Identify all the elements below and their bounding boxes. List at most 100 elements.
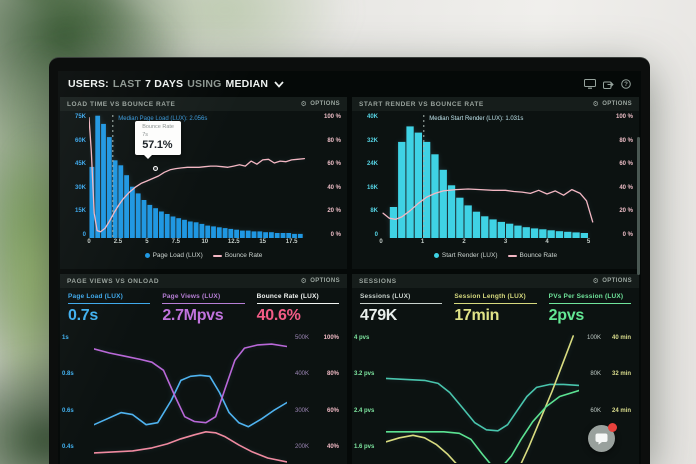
chat-bubble-icon bbox=[595, 433, 608, 445]
y-axis-left: 1s 0.8s 0.6s 0.4s bbox=[62, 330, 94, 463]
axis-tick-label: 0 bbox=[82, 231, 86, 238]
x-axis-tick: 17.5 bbox=[285, 239, 298, 245]
axis-tick-label: 4 pvs bbox=[354, 335, 370, 341]
y-axis-right: 100 % 80 % 60 % 40 % 20 % 0 % bbox=[601, 114, 633, 238]
legend-label: Bounce Rate bbox=[224, 252, 263, 259]
axis-tick-label: 100 % bbox=[323, 114, 341, 120]
gear-icon: ⚙ bbox=[592, 277, 600, 285]
metric-value: 0.7s bbox=[68, 307, 98, 324]
scrollbar[interactable] bbox=[637, 137, 640, 275]
axis-tick-label: 60 % bbox=[327, 161, 341, 168]
metric-value: 17min bbox=[454, 307, 500, 324]
axis-tick-label: 0.6s bbox=[62, 407, 74, 414]
metrics-row: Sessions (LUX) 479K Session Length (LUX)… bbox=[352, 288, 639, 328]
axis-tick-label: 8K bbox=[370, 208, 378, 215]
metric-label: Sessions (LUX) bbox=[360, 293, 443, 304]
users-label: USERS: bbox=[68, 78, 109, 90]
using-label: USING bbox=[187, 78, 222, 90]
x-axis-tick: 4 bbox=[545, 239, 549, 245]
y-axis-right: 100 % 80 % 60 % 40 % 20 % 0 % bbox=[309, 114, 341, 238]
x-axis-tick: 12.5 bbox=[227, 239, 240, 245]
axis-tick-label: 40 % bbox=[619, 184, 633, 191]
days-label: 7 DAYS bbox=[145, 78, 184, 90]
options-button[interactable]: ⚙ OPTIONS bbox=[593, 101, 633, 108]
options-button[interactable]: ⚙ OPTIONS bbox=[301, 101, 341, 108]
axis-tick-label: 2.4 pvs bbox=[354, 407, 375, 414]
start-render-chart[interactable]: Median Start Render (LUX): 1.031s bbox=[381, 114, 601, 238]
axis-tick-label: 0.4s bbox=[62, 443, 74, 450]
metric-page-views[interactable]: Page Views (LUX) 2.7Mpvs bbox=[156, 293, 250, 325]
x-axis-tick: 1 bbox=[420, 239, 425, 245]
legend-start-render[interactable]: Start Render (LUX) bbox=[433, 252, 498, 259]
tooltip-marker-dot bbox=[152, 166, 158, 172]
axis-tick-row: 300K 60% bbox=[294, 407, 339, 414]
metric-page-load[interactable]: Page Load (LUX) 0.7s bbox=[62, 293, 156, 325]
axis-tick-label: 1.6 pvs bbox=[354, 443, 375, 450]
panel-title: LOAD TIME VS BOUNCE RATE bbox=[67, 100, 176, 108]
axis-tick-label: 40 % bbox=[327, 184, 341, 191]
toolbar: ? bbox=[584, 79, 631, 89]
panel-sessions: SESSIONS ⚙ OPTIONS Sessions (LUX) 479K S… bbox=[352, 274, 639, 464]
axis-tick-label: 80 % bbox=[327, 137, 341, 144]
laptop-screen: USERS: LAST 7 DAYS USING MEDIAN ? bbox=[49, 57, 650, 464]
legend-label: Start Render (LUX) bbox=[441, 252, 498, 259]
x-axis: 0 2.5 5 7.5 10 12.5 15 17.5 bbox=[87, 239, 309, 249]
gear-icon: ⚙ bbox=[300, 277, 308, 285]
page-views-chart[interactable] bbox=[94, 330, 287, 463]
axis-tick-label: 20 % bbox=[619, 208, 633, 215]
legend-label: Page Load (LUX) bbox=[152, 252, 203, 259]
bounce-rate-tooltip: Bounce Rate 7s 57.1% bbox=[135, 121, 181, 160]
axis-tick-label: 16K bbox=[366, 184, 378, 191]
load-time-chart[interactable]: Median Page Load (LUX): 2.056s Bounce Ra… bbox=[89, 114, 309, 238]
help-icon[interactable]: ? bbox=[621, 79, 631, 89]
x-axis-tick: 2.5 bbox=[113, 239, 123, 245]
x-axis-tick: 7.5 bbox=[171, 239, 180, 245]
share-icon[interactable] bbox=[603, 79, 614, 89]
chart-area: 75K 60K 45K 30K 15K 0 Median Page Load (LUX):… bbox=[60, 111, 347, 269]
legend-dot-icon bbox=[144, 253, 150, 258]
metric-bounce-rate[interactable]: Bounce Rate (LUX) 40.6% bbox=[251, 293, 345, 325]
y-axis-left: 40K 32K 24K 16K 8K 0 bbox=[358, 114, 381, 238]
axis-tick-row: 80K 32 min bbox=[590, 371, 631, 378]
legend-bounce-rate[interactable]: Bounce Rate bbox=[212, 252, 263, 259]
options-button[interactable]: ⚙ OPTIONS bbox=[593, 278, 633, 285]
panel-title: SESSIONS bbox=[359, 277, 397, 285]
tooltip-x-value: 7s bbox=[142, 131, 148, 138]
axis-tick-label: 3.2 pvs bbox=[354, 371, 375, 378]
axis-tick-row: 60K 24 min bbox=[590, 407, 631, 414]
axis-tick-label: 40K bbox=[366, 114, 378, 120]
x-axis-tick: 5 bbox=[145, 239, 149, 245]
histogram-bars bbox=[89, 115, 303, 238]
metric-sessions[interactable]: Sessions (LUX) 479K bbox=[354, 293, 448, 325]
sessions-chart[interactable] bbox=[386, 330, 579, 463]
analytics-dashboard: USERS: LAST 7 DAYS USING MEDIAN ? bbox=[58, 71, 641, 464]
panel-title: START RENDER VS BOUNCE RATE bbox=[359, 100, 484, 108]
y-axis-left: 75K 60K 45K 30K 15K 0 bbox=[66, 114, 89, 238]
users-filter-dropdown[interactable]: USERS: LAST 7 DAYS USING MEDIAN bbox=[68, 78, 284, 90]
axis-tick-label: 0.8s bbox=[62, 371, 74, 378]
chart-canvas bbox=[94, 343, 287, 463]
axis-tick-label: 0 % bbox=[622, 231, 633, 238]
axis-tick-label: 32K bbox=[366, 137, 378, 144]
options-label: OPTIONS bbox=[310, 101, 340, 107]
metric-session-length[interactable]: Session Length (LUX) 17min bbox=[448, 293, 542, 325]
options-label: OPTIONS bbox=[602, 101, 632, 107]
legend-page-load[interactable]: Page Load (LUX) bbox=[144, 252, 203, 259]
axis-tick-label: 80 % bbox=[619, 137, 633, 144]
panel-header: LOAD TIME VS BOUNCE RATE ⚙ OPTIONS bbox=[60, 97, 347, 111]
legend-bounce-rate[interactable]: Bounce Rate bbox=[507, 252, 557, 259]
x-axis-tick: 0 bbox=[379, 239, 383, 245]
metric-pvs-per-session[interactable]: PVs Per Session (LUX) 2pvs bbox=[543, 293, 637, 325]
axis-tick-label: 100 % bbox=[615, 114, 633, 120]
options-button[interactable]: ⚙ OPTIONS bbox=[301, 278, 341, 285]
legend: Start Render (LUX) Bounce Rate bbox=[358, 249, 633, 262]
metric-label: PVs Per Session (LUX) bbox=[548, 293, 631, 304]
tooltip-value: 57.1% bbox=[142, 138, 173, 151]
chat-widget-button[interactable] bbox=[588, 423, 617, 452]
display-icon[interactable] bbox=[584, 79, 596, 89]
axis-tick-label: 1s bbox=[62, 335, 69, 341]
svg-text:?: ? bbox=[624, 81, 628, 88]
dashboard-header: USERS: LAST 7 DAYS USING MEDIAN ? bbox=[58, 71, 641, 95]
axis-tick-label: 20 % bbox=[327, 208, 341, 215]
metric-value: 479K bbox=[360, 307, 398, 324]
